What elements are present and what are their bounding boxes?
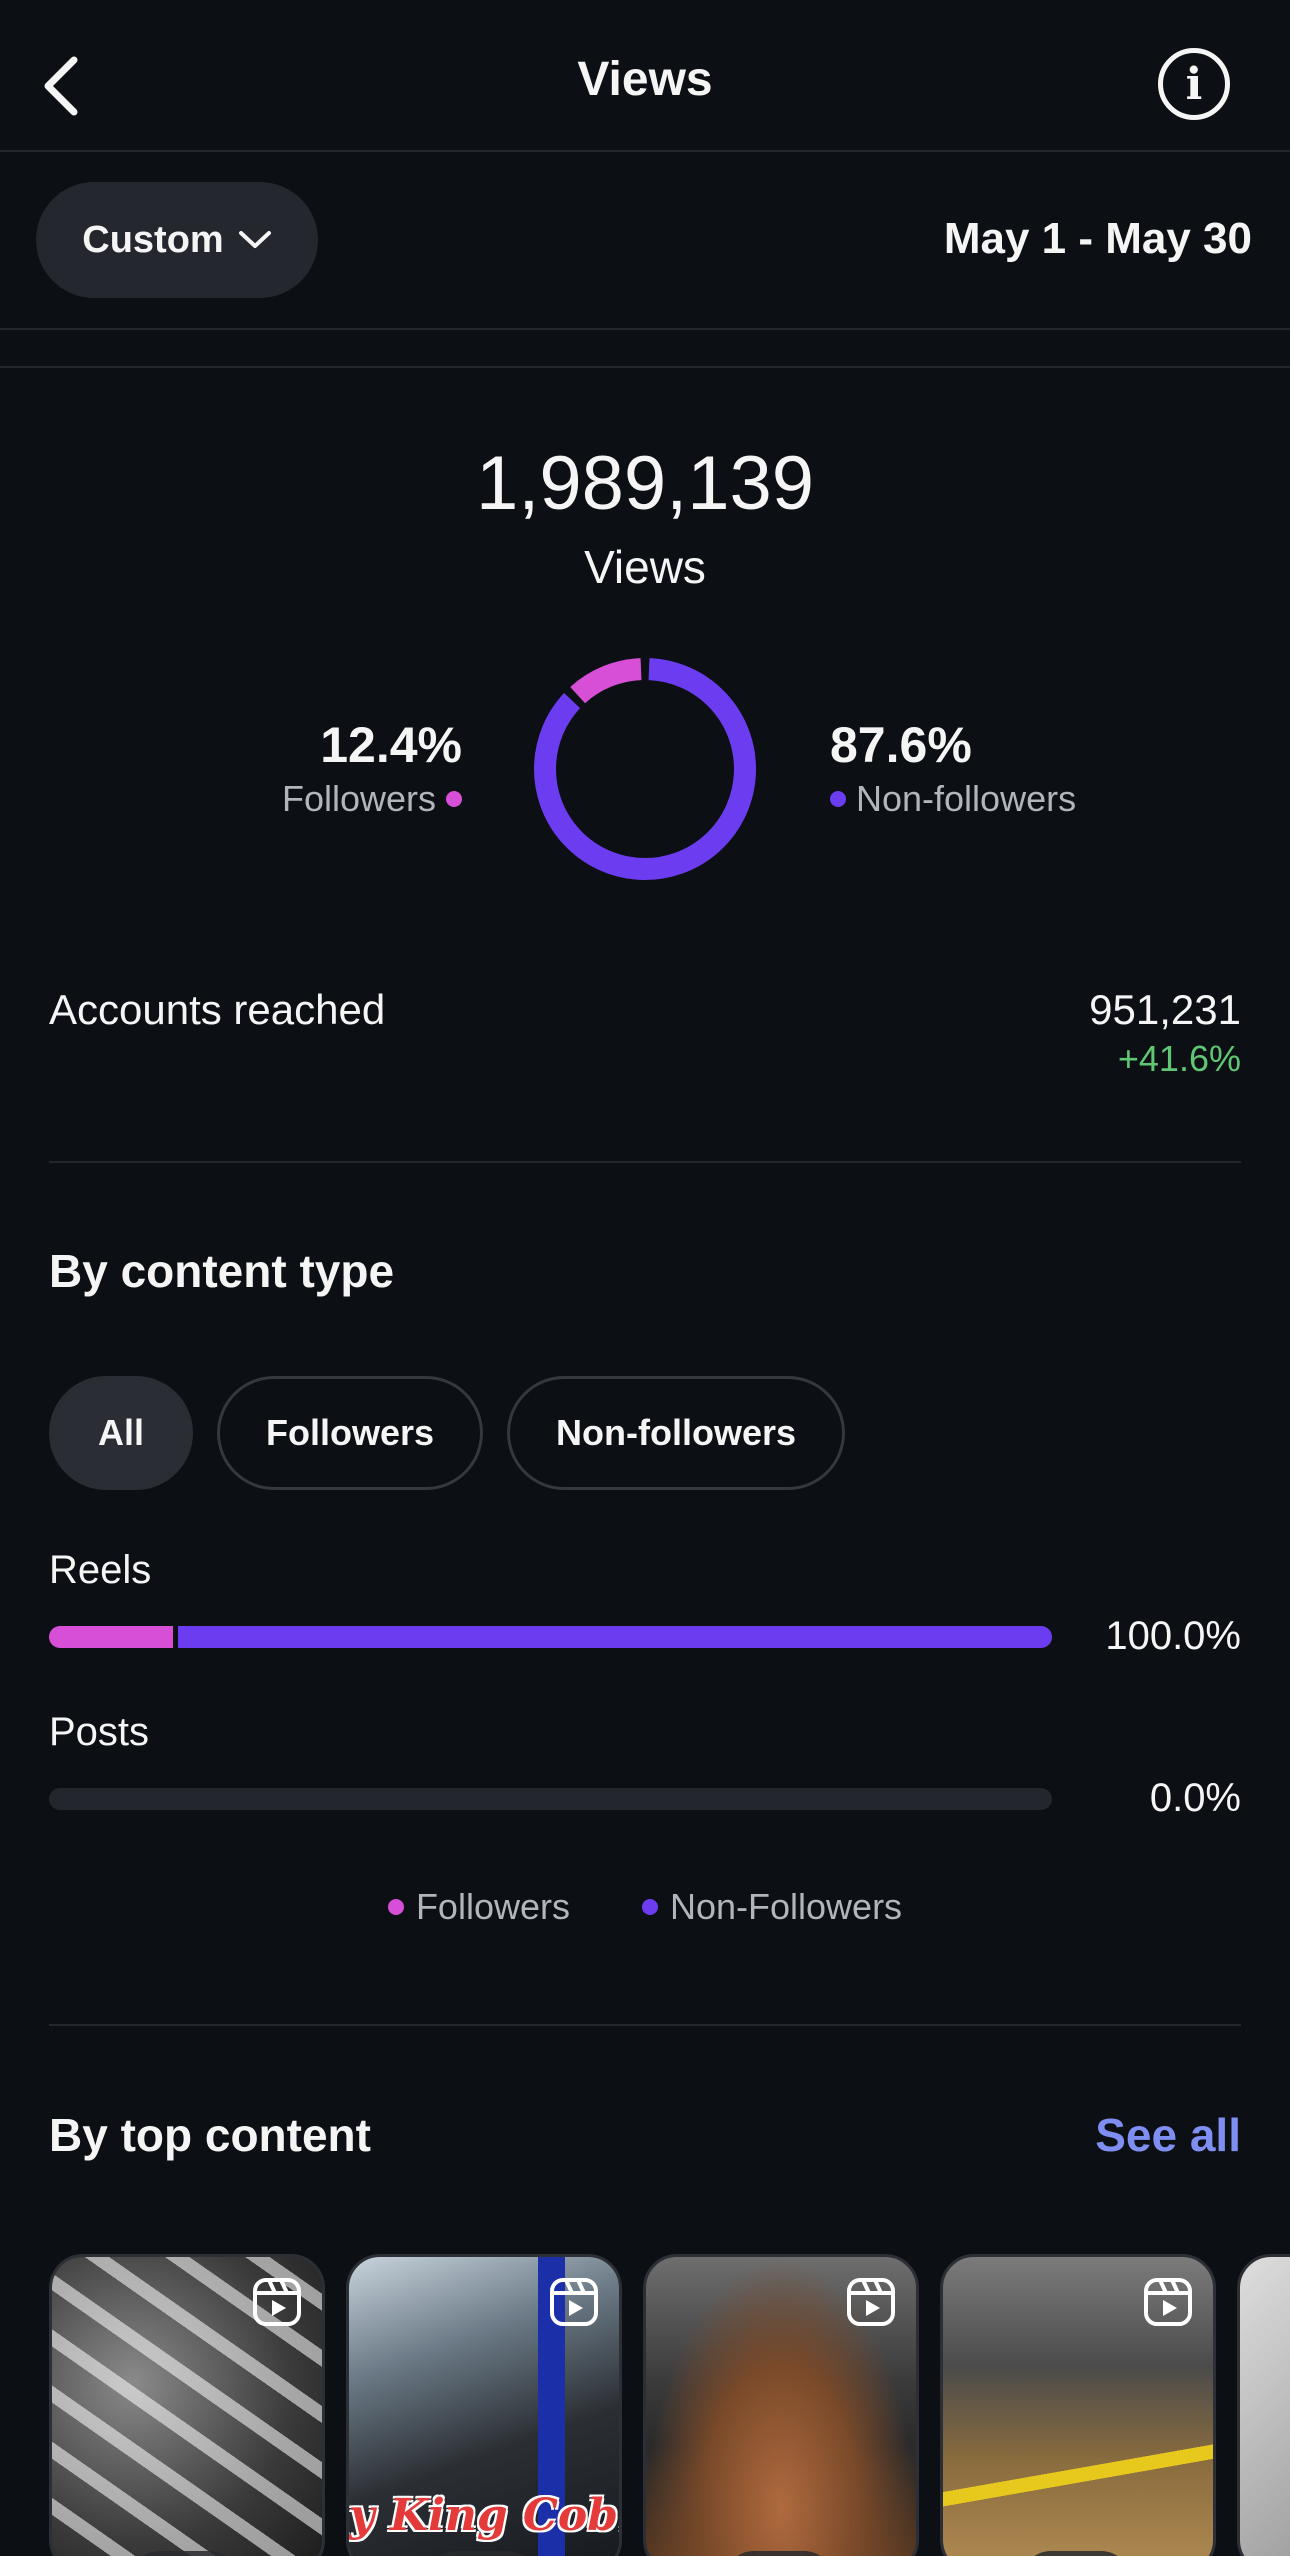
- accounts-reached-value: 951,231: [1089, 986, 1241, 1033]
- posts-value: 0.0%: [1149, 1776, 1241, 1820]
- accounts-reached-change: +41.6%: [1117, 1038, 1241, 1079]
- bar-gap: [173, 1626, 179, 1648]
- legend-nonfollowers-label: Non-Followers: [669, 1886, 903, 1927]
- info-icon: i: [1185, 58, 1203, 110]
- info-button[interactable]: i: [1158, 48, 1230, 120]
- chevron-down-icon: [238, 231, 271, 248]
- reels-label: Reels: [49, 1548, 152, 1592]
- posts-bar: [49, 1788, 1052, 1810]
- views-label: Views: [584, 541, 706, 593]
- chip-nonfollowers[interactable]: Non-followers: [507, 1376, 846, 1490]
- reels-value: 100.0%: [1105, 1614, 1241, 1658]
- back-button[interactable]: [30, 46, 90, 126]
- see-all-link[interactable]: See all: [1095, 2109, 1241, 2161]
- thumbnail-badge: [1021, 2551, 1131, 2556]
- reels-icon: [847, 2278, 895, 2326]
- audience-filter-chips: All Followers Non-followers: [49, 1376, 846, 1490]
- top-content-thumbnail[interactable]: [643, 2254, 919, 2556]
- donut-followers-arc: [534, 658, 756, 880]
- reels-icon: [1144, 2278, 1192, 2326]
- page-title: Views: [577, 53, 713, 106]
- views-donut-chart: [534, 658, 756, 880]
- thumbnail-badge: [724, 2551, 834, 2556]
- followers-percent: 12.4%: [320, 717, 462, 773]
- date-range-dropdown[interactable]: Custom: [36, 182, 318, 298]
- dropdown-label: Custom: [82, 218, 224, 261]
- chevron-left-icon: [44, 56, 78, 116]
- top-content-thumbnail[interactable]: y King Cobra: [346, 2254, 622, 2556]
- content-type-title: By content type: [49, 1245, 395, 1297]
- legend-followers-dot: [387, 1899, 404, 1915]
- donut-nonfollowers-arc: [534, 658, 756, 880]
- reels-bar-nonfollowers: [178, 1626, 1052, 1648]
- legend-nonfollowers-dot: [641, 1899, 658, 1915]
- top-bar: Views i: [0, 0, 1290, 152]
- thumbnail-badge: [427, 2551, 537, 2556]
- section-divider: [49, 1161, 1241, 1163]
- accounts-reached-label: Accounts reached: [49, 986, 386, 1033]
- nonfollowers-stat: 87.6% Non-followers: [830, 716, 1076, 820]
- reels-icon: [253, 2278, 301, 2326]
- content-type-legend: Followers Non-Followers: [0, 1886, 1290, 1928]
- nonfollowers-percent: 87.6%: [830, 717, 972, 773]
- followers-label: Followers: [281, 778, 436, 819]
- reels-bar: [49, 1626, 1052, 1648]
- nonfollowers-legend-dot: [830, 791, 846, 807]
- nonfollowers-label: Non-followers: [856, 778, 1077, 819]
- top-content-thumbnail[interactable]: [940, 2254, 1216, 2556]
- top-content-thumbnail[interactable]: [1237, 2254, 1290, 2556]
- filter-bar: Custom May 1 - May 30: [0, 152, 1290, 330]
- legend-nonfollowers: Non-Followers: [641, 1886, 903, 1928]
- date-range-text: May 1 - May 30: [943, 214, 1252, 263]
- followers-legend-dot: [446, 791, 462, 807]
- section-divider: [49, 2024, 1241, 2026]
- legend-followers: Followers: [387, 1886, 570, 1928]
- legend-followers-label: Followers: [415, 1886, 570, 1927]
- divider: [0, 366, 1290, 368]
- top-content-carousel: y King Cobra: [49, 2254, 1290, 2556]
- top-content-title: By top content: [49, 2109, 371, 2161]
- followers-stat: 12.4% Followers: [282, 716, 462, 820]
- posts-label: Posts: [49, 1710, 150, 1754]
- chip-all[interactable]: All: [49, 1376, 194, 1490]
- chip-followers[interactable]: Followers: [217, 1376, 484, 1490]
- views-total: 1,989,139: [475, 441, 815, 526]
- thumbnail-badge: [130, 2551, 240, 2556]
- top-content-thumbnail[interactable]: [49, 2254, 325, 2556]
- thumbnail-caption: y King Cobra: [349, 2490, 619, 2541]
- reels-bar-followers: [49, 1626, 174, 1648]
- reels-icon: [550, 2278, 598, 2326]
